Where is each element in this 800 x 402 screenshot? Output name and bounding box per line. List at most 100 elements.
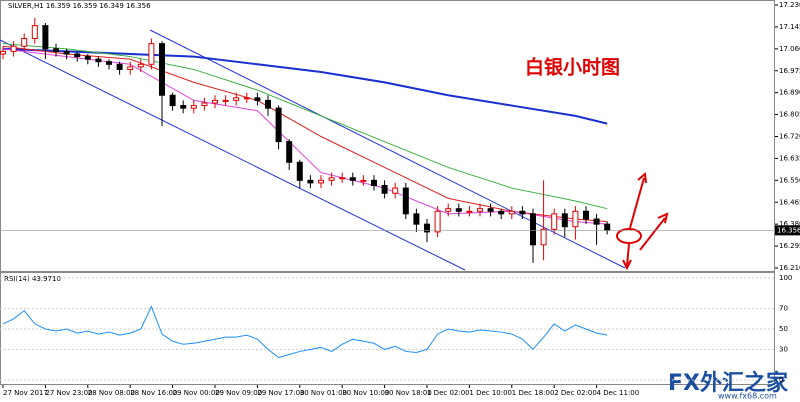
x-tick-label: 29 Nov 09:00 bbox=[215, 389, 262, 397]
moving-average bbox=[2, 43, 608, 210]
watermark: FX外汇之家 bbox=[668, 370, 789, 396]
candle-body bbox=[349, 177, 356, 181]
candle-body bbox=[233, 97, 240, 101]
y-tick-label: 16.635 bbox=[779, 154, 800, 162]
price-frame bbox=[0, 0, 775, 272]
candle-body bbox=[593, 218, 600, 225]
candle-body bbox=[519, 210, 526, 215]
candle-body bbox=[434, 210, 441, 233]
candle-body bbox=[328, 177, 335, 181]
candle-body bbox=[159, 43, 165, 96]
x-tick-label: 27 Nov 2017 bbox=[3, 389, 48, 397]
candle-body bbox=[604, 223, 611, 231]
x-tick-label: 28 Nov 08:00 bbox=[88, 389, 135, 397]
channel-line bbox=[149, 29, 626, 269]
x-tick-label: 30 Nov 10:00 bbox=[342, 389, 389, 397]
x-tick-label: 30 Nov 01:00 bbox=[300, 389, 347, 397]
x-tick-label: 30 Nov 18:00 bbox=[385, 389, 432, 397]
rsi-tick-label: 30 bbox=[779, 345, 788, 353]
y-tick-label: 16.380 bbox=[779, 220, 800, 228]
candle-body bbox=[371, 179, 377, 186]
x-tick-label: 1 Dec 10:00 bbox=[469, 389, 512, 397]
last-price-label: 16.356 bbox=[777, 226, 800, 234]
candle-body bbox=[63, 50, 70, 55]
rsi-tick-label: 50 bbox=[779, 325, 788, 333]
candle-body bbox=[413, 213, 420, 225]
rsi-tick-label: 100 bbox=[779, 274, 792, 282]
x-tick-label: 1 Dec 02:00 bbox=[427, 389, 470, 397]
rsi-line bbox=[2, 305, 608, 359]
candle-body bbox=[424, 223, 430, 233]
candle-body bbox=[222, 99, 229, 102]
x-tick-label: 28 Nov 16:00 bbox=[130, 389, 177, 397]
candle-body bbox=[466, 210, 473, 213]
last-price-box bbox=[775, 225, 800, 236]
y-tick-label: 17.145 bbox=[779, 23, 800, 31]
y-tick-label: 16.975 bbox=[779, 67, 800, 75]
arrows bbox=[616, 172, 669, 271]
candle-body bbox=[84, 56, 91, 60]
candle-body bbox=[583, 210, 589, 220]
rsi-tick-label: 0 bbox=[779, 376, 783, 384]
candle-body bbox=[137, 63, 144, 68]
candle-body bbox=[42, 25, 49, 50]
candle-body bbox=[339, 177, 346, 180]
candle-body bbox=[296, 161, 303, 181]
candle-body bbox=[286, 141, 293, 163]
y-tick-label: 16.720 bbox=[779, 133, 800, 141]
annotation: 白银小时图 bbox=[525, 56, 620, 79]
candle-body bbox=[31, 25, 38, 40]
candle-body bbox=[254, 97, 261, 101]
candle-body bbox=[116, 63, 123, 70]
candle-body bbox=[0, 50, 6, 55]
candle-body bbox=[392, 187, 399, 194]
candle-body bbox=[540, 228, 547, 246]
candle-body bbox=[360, 179, 367, 182]
candle-body bbox=[318, 179, 324, 184]
y-tick-label: 16.295 bbox=[779, 242, 800, 250]
y-tick-label: 16.890 bbox=[779, 89, 800, 97]
candle-body bbox=[275, 107, 282, 143]
candle-body bbox=[561, 213, 568, 228]
x-tick-label: 27 Nov 23:00 bbox=[45, 389, 92, 397]
candle-body bbox=[148, 43, 155, 65]
x-tick-label: 2 Dec 02:00 bbox=[554, 389, 597, 397]
channel-line bbox=[0, 39, 466, 271]
y-tick-label: 17.060 bbox=[779, 45, 800, 53]
y-tick-label: 16.550 bbox=[779, 176, 800, 184]
y-tick-label: 16.465 bbox=[779, 198, 800, 206]
candle-body bbox=[572, 210, 579, 228]
moving-average bbox=[2, 47, 608, 125]
y-tick-label: 17.230 bbox=[779, 1, 800, 9]
candle-body bbox=[265, 99, 271, 109]
x-tick-label: 1 Dec 18:00 bbox=[512, 389, 555, 397]
watermark-url: www.fx68.com bbox=[718, 392, 777, 401]
y-tick-label: 16.210 bbox=[779, 264, 800, 272]
candle-body bbox=[402, 187, 409, 215]
candle-body bbox=[106, 61, 112, 65]
rsi-header: RSI(14) 43.9710 bbox=[4, 275, 61, 283]
y-tick-label: 16.805 bbox=[779, 111, 800, 119]
candle-body bbox=[498, 210, 505, 215]
candle-body bbox=[487, 208, 494, 212]
candle-body bbox=[212, 99, 218, 104]
candle-body bbox=[551, 213, 558, 230]
candle-body bbox=[243, 97, 250, 100]
moving-average bbox=[2, 48, 608, 225]
candle-body bbox=[74, 53, 81, 58]
candle-body bbox=[169, 94, 176, 107]
candle-body bbox=[180, 105, 187, 109]
candle-body bbox=[445, 208, 452, 212]
candle-body bbox=[477, 208, 483, 212]
x-tick-label: 29 Nov 00:00 bbox=[173, 389, 220, 397]
rsi-tick-label: 70 bbox=[779, 305, 788, 313]
candle-body bbox=[10, 45, 17, 52]
candle-body bbox=[95, 58, 102, 63]
candle-body bbox=[307, 179, 314, 184]
candle-body bbox=[127, 66, 134, 70]
candle-body bbox=[53, 48, 59, 52]
candle-body bbox=[381, 184, 388, 194]
candle-body bbox=[21, 38, 28, 47]
x-tick-label: 29 Nov 17:00 bbox=[257, 389, 304, 397]
